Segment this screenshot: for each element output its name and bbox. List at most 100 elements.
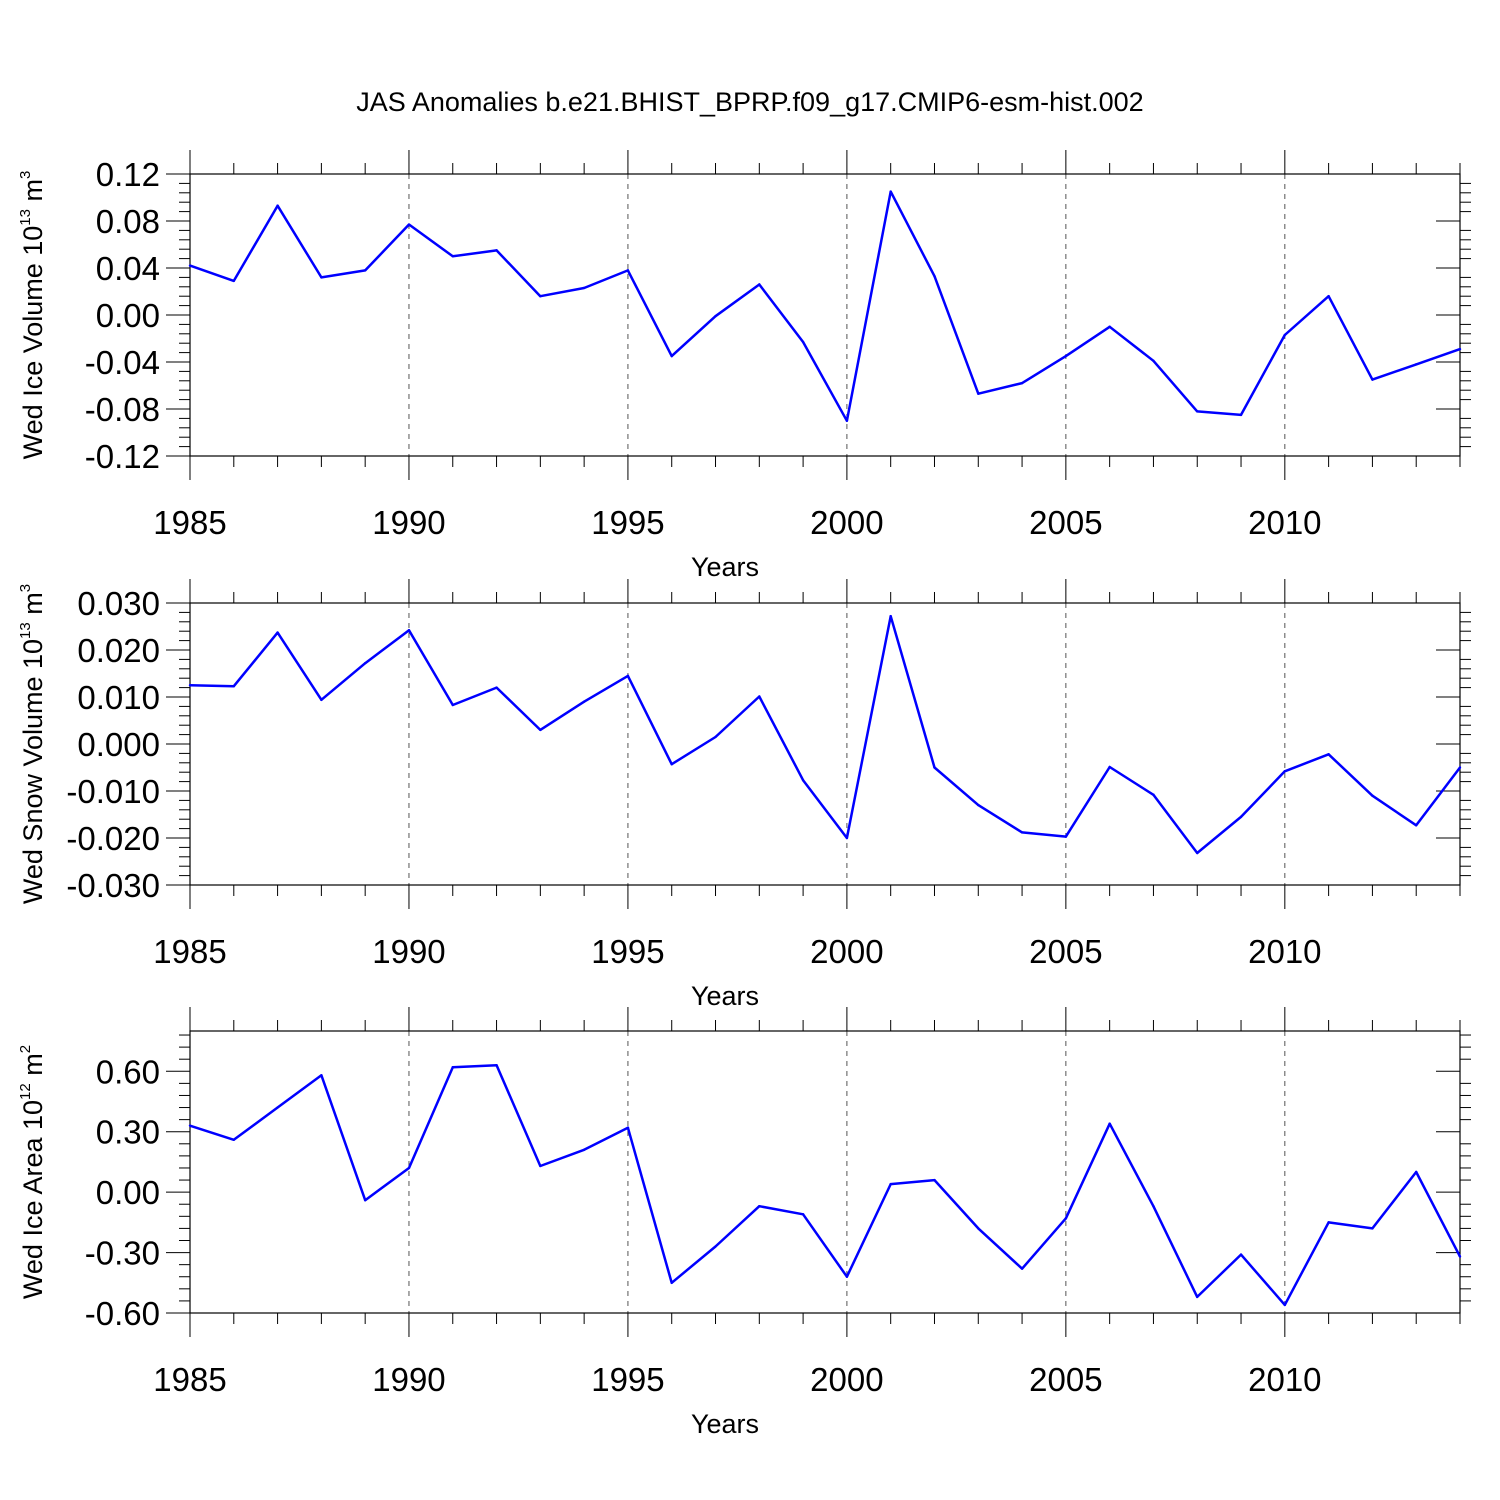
data-point: [1196, 410, 1199, 413]
data-point: [1239, 815, 1243, 819]
panels: -0.12 -0.08 -0.04 0.00 0.04 0.08 0.12 1985 1990 1…: [17, 150, 1471, 1439]
data-point: [582, 286, 586, 290]
data-point: [1371, 794, 1374, 797]
x-tick-label: 2000: [810, 1361, 883, 1398]
y-axis-label: Wed Snow Volume 1013 m3: [17, 584, 48, 904]
data-point: [801, 1213, 805, 1216]
data-point: [933, 1178, 936, 1182]
data-point: [232, 1138, 235, 1141]
data-point: [1327, 1221, 1330, 1224]
data-point: [1239, 1253, 1243, 1256]
data-point: [1458, 347, 1462, 351]
x-tick-label: 1985: [153, 504, 226, 541]
data-point: [188, 264, 192, 267]
data-point: [495, 249, 498, 252]
data-point: [363, 1199, 367, 1202]
series-line: [189, 614, 1461, 855]
data-point: [845, 836, 849, 840]
data-point: [1064, 354, 1068, 358]
data-point: [188, 684, 192, 687]
data-point: [1064, 835, 1068, 838]
data-point: [670, 354, 673, 358]
data-point: [407, 223, 411, 226]
data-point: [276, 1106, 279, 1109]
data-point: [1196, 851, 1199, 855]
y-tick-label: 0.12: [96, 156, 160, 193]
panel-2: -0.030 -0.020 -0.010 0.000 0.010 0.020 0.030 19…: [17, 579, 1471, 1011]
x-tick-label: 2010: [1248, 1361, 1321, 1398]
data-point: [1371, 1227, 1374, 1230]
data-point: [1108, 765, 1111, 769]
x-tick-label: 1985: [153, 933, 226, 970]
data-point: [977, 392, 980, 395]
data-point: [320, 698, 323, 702]
y-tick-label: -0.020: [66, 820, 160, 857]
y-tick-label: 0.30: [96, 1114, 160, 1151]
data-point: [1415, 1170, 1418, 1174]
y-tick-label: 0.04: [96, 250, 160, 287]
data-point: [1327, 753, 1330, 756]
data-point: [495, 1064, 498, 1067]
y-tick-label: -0.60: [85, 1295, 160, 1332]
data-point: [758, 283, 761, 286]
y-tick-label: 0.00: [96, 1174, 160, 1211]
data-point: [363, 661, 367, 665]
y-tick-label: -0.12: [85, 438, 160, 475]
y-tick-label: -0.030: [66, 867, 160, 904]
plot-frame: [189, 602, 1461, 886]
data-point: [714, 1245, 717, 1248]
data-point: [451, 1066, 454, 1069]
data-point: [1020, 831, 1024, 834]
data-point: [451, 703, 454, 707]
x-tick-label: 2010: [1248, 504, 1321, 541]
x-tick-label: 1990: [372, 1361, 445, 1398]
data-point: [801, 778, 805, 782]
data-point: [626, 674, 630, 678]
data-point: [933, 275, 936, 278]
data-point: [232, 684, 235, 688]
data-point: [1064, 1217, 1068, 1220]
y-tick-label: 0.020: [77, 632, 160, 669]
data-point: [276, 631, 279, 634]
data-point: [1152, 1205, 1155, 1208]
x-axis-label: Years: [691, 1409, 759, 1439]
panel-3: -0.60 -0.30 0.00 0.30 0.60 1985 1990 1995 2000 20…: [17, 1007, 1471, 1439]
data-point: [1239, 413, 1243, 417]
x-tick-label: 2005: [1029, 933, 1102, 970]
data-point: [320, 1074, 323, 1077]
data-point: [276, 204, 279, 207]
y-tick-label: 0.08: [96, 203, 160, 240]
data-point: [626, 1126, 630, 1129]
data-point: [407, 1166, 411, 1170]
y-tick-label: -0.010: [66, 773, 160, 810]
x-tick-label: 2005: [1029, 1361, 1102, 1398]
data-point: [889, 614, 892, 618]
data-point: [1415, 824, 1418, 827]
data-point: [1152, 793, 1155, 796]
data-point: [1371, 378, 1374, 381]
data-point: [670, 1281, 673, 1284]
x-axis-label: Years: [691, 981, 759, 1011]
x-tick-label: 2000: [810, 933, 883, 970]
y-tick-label: 0.010: [77, 679, 160, 716]
data-point: [495, 686, 498, 689]
data-point: [626, 269, 630, 272]
panel-1: -0.12 -0.08 -0.04 0.00 0.04 0.08 0.12 1985 1990 1…: [17, 150, 1471, 582]
data-point: [232, 279, 235, 283]
x-tick-label: 2005: [1029, 504, 1102, 541]
data-point: [539, 728, 542, 732]
data-point: [933, 766, 936, 769]
data-point: [977, 803, 980, 807]
data-point: [845, 419, 849, 422]
data-point: [758, 695, 761, 698]
data-point: [363, 269, 367, 272]
data-point: [1283, 1303, 1287, 1307]
data-point: [801, 340, 805, 344]
data-point: [1108, 1122, 1111, 1125]
data-point: [407, 629, 411, 632]
y-tick-label: -0.30: [85, 1235, 160, 1272]
plot-frame: [189, 1030, 1461, 1314]
data-point: [1152, 359, 1155, 363]
y-tick-label: 0.000: [77, 726, 160, 763]
